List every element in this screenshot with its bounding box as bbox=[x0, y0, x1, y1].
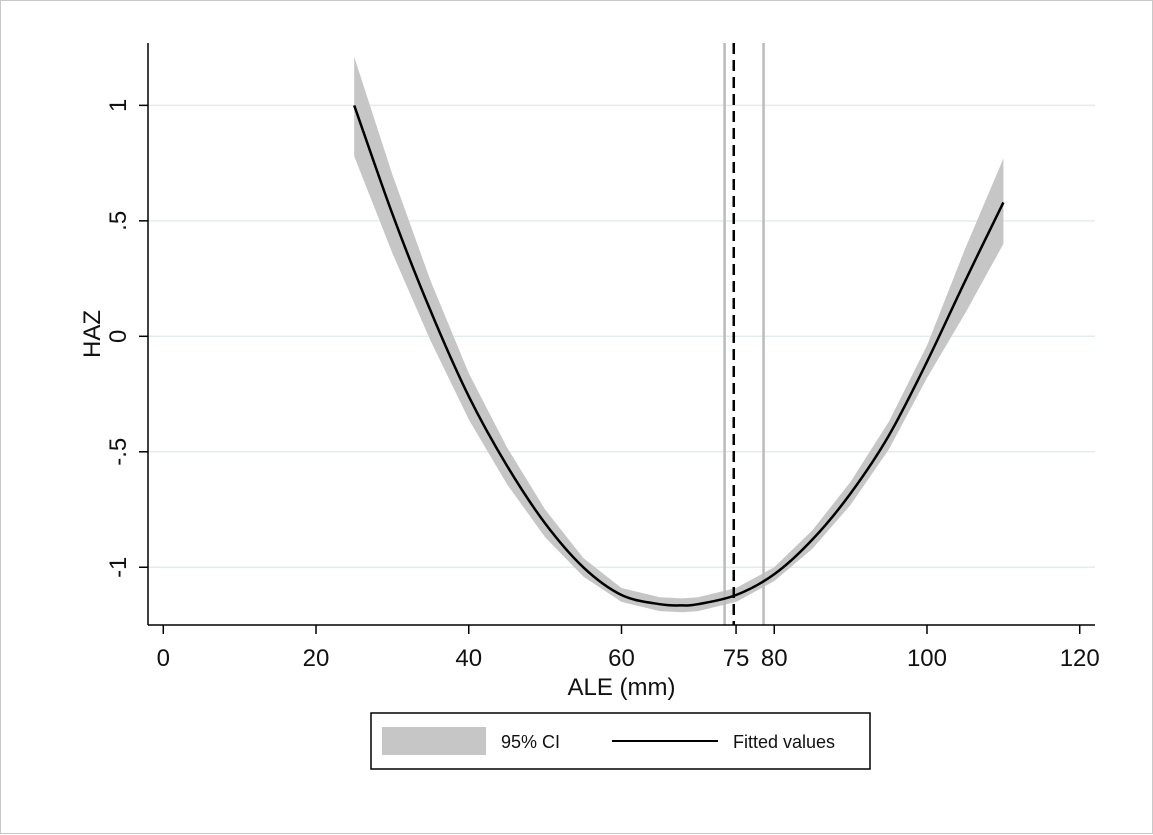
y-axis-title: HAZ bbox=[79, 310, 106, 358]
x-tick-label: 75 bbox=[723, 645, 750, 672]
x-tick-label: 120 bbox=[1060, 645, 1100, 672]
legend-label-fitted: Fitted values bbox=[733, 732, 835, 752]
y-tick-label: 1 bbox=[105, 99, 132, 112]
x-tick-label: 80 bbox=[761, 645, 788, 672]
y-tick-label: -.5 bbox=[105, 438, 132, 466]
x-tick-label: 100 bbox=[907, 645, 947, 672]
y-tick-label: 0 bbox=[105, 330, 132, 343]
legend-ci-swatch bbox=[382, 727, 486, 755]
x-tick-label: 0 bbox=[157, 645, 170, 672]
x-axis-title: ALE (mm) bbox=[568, 674, 676, 701]
legend-label-ci: 95% CI bbox=[501, 732, 560, 752]
y-tick-label: -1 bbox=[105, 557, 132, 578]
fitted-line bbox=[353, 104, 1005, 607]
y-tick-label: .5 bbox=[105, 211, 132, 231]
legend: 95% CI Fitted values bbox=[370, 712, 871, 770]
reference-lines bbox=[723, 43, 765, 625]
x-tick-label: 60 bbox=[608, 645, 635, 672]
gridlines bbox=[148, 104, 1095, 569]
x-tick-label: 40 bbox=[455, 645, 482, 672]
ci-band bbox=[354, 56, 1004, 613]
x-tick-label: 20 bbox=[303, 645, 330, 672]
ci-band-layer bbox=[354, 56, 1004, 613]
axes: 0 20 40 60 75 80 100 120 -1 -.5 0 .5 1 bbox=[105, 43, 1100, 672]
fitted-line-layer bbox=[353, 104, 1005, 607]
